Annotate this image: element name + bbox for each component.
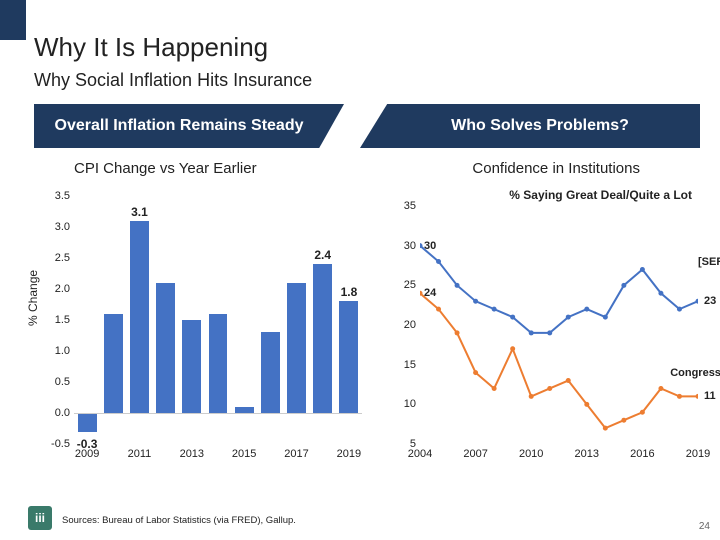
logo-icon: iii [28, 506, 52, 530]
series-name-label: [SERIES NAME] [698, 256, 720, 268]
line-xtick: 2013 [575, 448, 599, 460]
series-marker [640, 410, 645, 415]
bar [313, 264, 332, 413]
series-line [420, 293, 698, 428]
line-xtick: 2007 [463, 448, 487, 460]
series-marker [677, 394, 682, 399]
series-marker [621, 283, 626, 288]
line-ytick: 10 [384, 398, 416, 410]
bar-xtick: 2013 [180, 448, 204, 460]
banner-right-text: Who Solves Problems? [451, 117, 629, 135]
series-marker [677, 307, 682, 312]
series-marker [658, 386, 663, 391]
page-number: 24 [699, 521, 710, 532]
series-start-label: 24 [424, 287, 436, 299]
bar-ytick: -0.5 [38, 438, 70, 450]
line-xtick: 2010 [519, 448, 543, 460]
series-marker [603, 426, 608, 431]
series-end-label: 23 [704, 295, 716, 307]
series-marker [566, 378, 571, 383]
bar [339, 301, 358, 413]
bar-baseline [74, 413, 362, 414]
bar [182, 320, 201, 413]
series-marker [473, 299, 478, 304]
series-marker [529, 394, 534, 399]
series-marker [566, 315, 571, 320]
series-marker [547, 330, 552, 335]
series-marker [436, 307, 441, 312]
series-marker [436, 259, 441, 264]
bar [130, 221, 149, 413]
bar [78, 413, 97, 432]
line-xtick: 2016 [630, 448, 654, 460]
line-chart-subtitle: % Saying Great Deal/Quite a Lot [509, 188, 692, 202]
bar-ytick: 0.0 [38, 407, 70, 419]
series-marker [529, 330, 534, 335]
banner-left: Overall Inflation Remains Steady [34, 104, 344, 148]
corner-accent [0, 0, 26, 40]
series-name-label: Congress [670, 367, 720, 379]
series-marker [658, 291, 663, 296]
line-xtick: 2004 [408, 448, 432, 460]
series-marker [584, 402, 589, 407]
bar-data-label: -0.3 [77, 437, 98, 451]
page-title: Why It Is Happening [34, 32, 268, 63]
bar [261, 332, 280, 413]
series-marker [455, 330, 460, 335]
bar-ytick: 0.5 [38, 376, 70, 388]
bar-xtick: 2017 [284, 448, 308, 460]
bar [156, 283, 175, 413]
series-marker [473, 370, 478, 375]
bar-chart: % Change -0.50.00.51.01.52.02.53.03.5200… [34, 186, 364, 486]
line-ytick: 15 [384, 359, 416, 371]
bar-data-label: 2.4 [314, 248, 331, 262]
bar [209, 314, 228, 413]
banner-right: Who Solves Problems? [360, 104, 700, 148]
bar-ytick: 3.5 [38, 190, 70, 202]
bar-xtick: 2011 [128, 448, 152, 460]
series-marker [510, 315, 515, 320]
series-marker [510, 346, 515, 351]
bar-xtick: 2015 [232, 448, 256, 460]
bar-chart-title: CPI Change vs Year Earlier [74, 160, 257, 177]
line-ytick: 30 [384, 240, 416, 252]
bar-ytick: 1.0 [38, 345, 70, 357]
series-marker [584, 307, 589, 312]
series-marker [455, 283, 460, 288]
bar-ytick: 3.0 [38, 221, 70, 233]
line-ytick: 20 [384, 319, 416, 331]
bar [104, 314, 123, 413]
series-marker [621, 418, 626, 423]
bar-ytick: 2.0 [38, 283, 70, 295]
line-chart: % Saying Great Deal/Quite a Lot 51015202… [380, 186, 700, 486]
bar-ytick: 1.5 [38, 314, 70, 326]
page-subtitle: Why Social Inflation Hits Insurance [34, 70, 312, 91]
series-start-label: 30 [424, 240, 436, 252]
series-marker [492, 307, 497, 312]
line-svg [420, 206, 698, 444]
bar-data-label: 1.8 [341, 285, 358, 299]
bar-xtick: 2019 [337, 448, 361, 460]
line-xtick: 2019 [686, 448, 710, 460]
series-line [420, 246, 698, 333]
line-chart-title: Confidence in Institutions [472, 160, 640, 177]
banner-row: Overall Inflation Remains Steady Who Sol… [34, 104, 700, 154]
series-marker [492, 386, 497, 391]
series-end-label: 11 [704, 390, 716, 402]
footer-sources: Sources: Bureau of Labor Statistics (via… [62, 515, 296, 526]
series-marker [603, 315, 608, 320]
logo-text: iii [35, 511, 45, 525]
bar-data-label: 3.1 [131, 205, 148, 219]
line-ytick: 35 [384, 200, 416, 212]
series-marker [640, 267, 645, 272]
banner-left-text: Overall Inflation Remains Steady [55, 117, 304, 135]
bar-ytick: 2.5 [38, 252, 70, 264]
series-marker [547, 386, 552, 391]
bar [287, 283, 306, 413]
line-ytick: 25 [384, 279, 416, 291]
series-marker [696, 394, 699, 399]
